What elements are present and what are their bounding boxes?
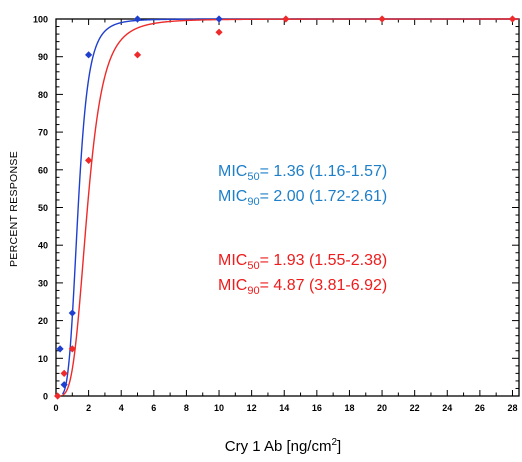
x-tick-label: 8 [184,403,189,413]
x-tick-label: 14 [279,403,289,413]
mic-annotation: MIC90= 4.87 (3.81-6.92) [218,277,387,297]
x-tick-label: 26 [475,403,485,413]
mic-prefix: MIC [218,252,247,269]
y-tick-label: 30 [38,278,48,288]
data-point-red [215,28,223,36]
y-tick-label: 80 [38,90,48,100]
data-point-red [85,156,93,164]
data-point-red [60,369,68,377]
mic-annotation: MIC50= 1.36 (1.16-1.57) [218,163,387,183]
mic-prefix: MIC [218,188,247,205]
data-point-blue [85,51,93,59]
y-tick-label: 60 [38,165,48,175]
x-axis: 0 2 4 6 8 10 12 14 16 18 20 22 24 26 28 [53,19,517,413]
x-tick-label: 16 [312,403,322,413]
x-axis-title-main: Cry 1 Ab [ng/cm [225,438,332,455]
x-axis-title-sup: 2 [331,437,337,448]
mic-prefix: MIC [218,163,247,180]
x-axis-title: Cry 1 Ab [ng/cm2] [225,437,341,455]
x-tick-label: 0 [53,403,58,413]
mic-annotation: MIC50= 1.93 (1.55-2.38) [218,252,387,272]
y-tick-label: 100 [33,15,48,25]
data-point-blue [133,15,142,23]
x-tick-label: 28 [507,403,517,413]
x-axis-title-end: ] [337,438,341,455]
x-tick-label: 22 [410,403,420,413]
data-point-red [282,15,290,23]
fit-curves [61,18,519,396]
x-tick-label: 2 [86,403,91,413]
y-tick-label: 50 [38,203,48,213]
y-axis: 0 10 20 30 40 50 60 70 80 90 100 [33,15,519,402]
x-tick-label: 10 [214,403,224,413]
mic-subscript: 50 [247,171,259,183]
data-point-red [68,345,76,353]
y-tick-label: 70 [38,128,48,138]
y-tick-label: 40 [38,241,48,251]
mic-subscript: 90 [247,285,259,297]
x-tick-label: 18 [344,403,354,413]
data-point-blue [60,381,68,389]
data-points [54,15,517,400]
x-tick-label: 4 [119,403,124,413]
mic-subscript: 90 [247,196,259,208]
data-point-red [133,51,142,59]
data-point-red [508,15,517,23]
x-tick-label: 6 [151,403,156,413]
data-point-red [378,15,386,23]
mic-prefix: MIC [218,277,247,294]
x-tick-label: 12 [247,403,257,413]
fit-curve-red [62,18,519,396]
plot-border [55,18,520,397]
mic-annotation: MIC90= 2.00 (1.72-2.61) [218,188,387,208]
data-point-blue [215,15,223,23]
y-axis-title: PERCENT RESPONSE [8,151,20,267]
x-tick-label: 20 [377,403,387,413]
y-tick-label: 20 [38,316,48,326]
y-tick-label: 90 [38,52,48,62]
data-point-red [54,392,62,400]
plot-frame [55,18,520,397]
data-point-blue [68,309,76,317]
mic-value: = 1.36 (1.16-1.57) [260,163,388,180]
mic-value: = 2.00 (1.72-2.61) [260,188,388,205]
x-tick-label: 24 [442,403,452,413]
fit-curve-blue [61,18,519,395]
mic-value: = 1.93 (1.55-2.38) [260,252,388,269]
data-point-blue [56,345,64,353]
mic-value: = 4.87 (3.81-6.92) [260,277,388,294]
mic-subscript: 50 [247,260,259,272]
annotations: MIC50= 1.36 (1.16-1.57)MIC90= 2.00 (1.72… [218,163,387,297]
y-tick-label: 10 [38,354,48,364]
y-tick-label: 0 [43,392,48,402]
